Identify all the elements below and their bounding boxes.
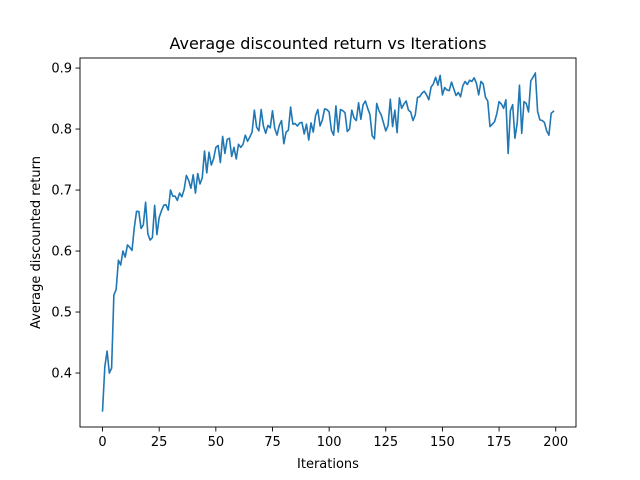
y-tick-label: 0.6 [51, 245, 72, 260]
axes-frame [79, 57, 577, 428]
x-tick-label: 0 [98, 435, 106, 450]
y-axis-title: Average discounted return [29, 156, 44, 329]
series-line [101, 72, 555, 412]
x-tick-label: 200 [543, 435, 568, 450]
y-tick-label: 0.8 [51, 123, 72, 138]
y-tick-label: 0.7 [51, 184, 72, 199]
x-tick-label: 100 [317, 435, 342, 450]
x-axis: 0 25 50 75 100 125 150 175 200 [98, 427, 568, 450]
y-tick-label: 0.9 [51, 62, 72, 77]
x-tick-label: 175 [487, 435, 512, 450]
x-tick-label: 75 [264, 435, 281, 450]
x-tick-label: 25 [151, 435, 168, 450]
x-tick-label: 50 [208, 435, 225, 450]
chart-title: Average discounted return vs Iterations [169, 34, 486, 53]
x-tick-label: 150 [430, 435, 455, 450]
y-axis: 0.4 0.5 0.6 0.7 0.8 0.9 [51, 62, 80, 382]
y-tick-label: 0.4 [51, 367, 72, 382]
plot-area [101, 72, 555, 412]
x-tick-label: 125 [373, 435, 398, 450]
y-tick-label: 0.5 [51, 306, 72, 321]
x-axis-title: Iterations [297, 457, 359, 472]
